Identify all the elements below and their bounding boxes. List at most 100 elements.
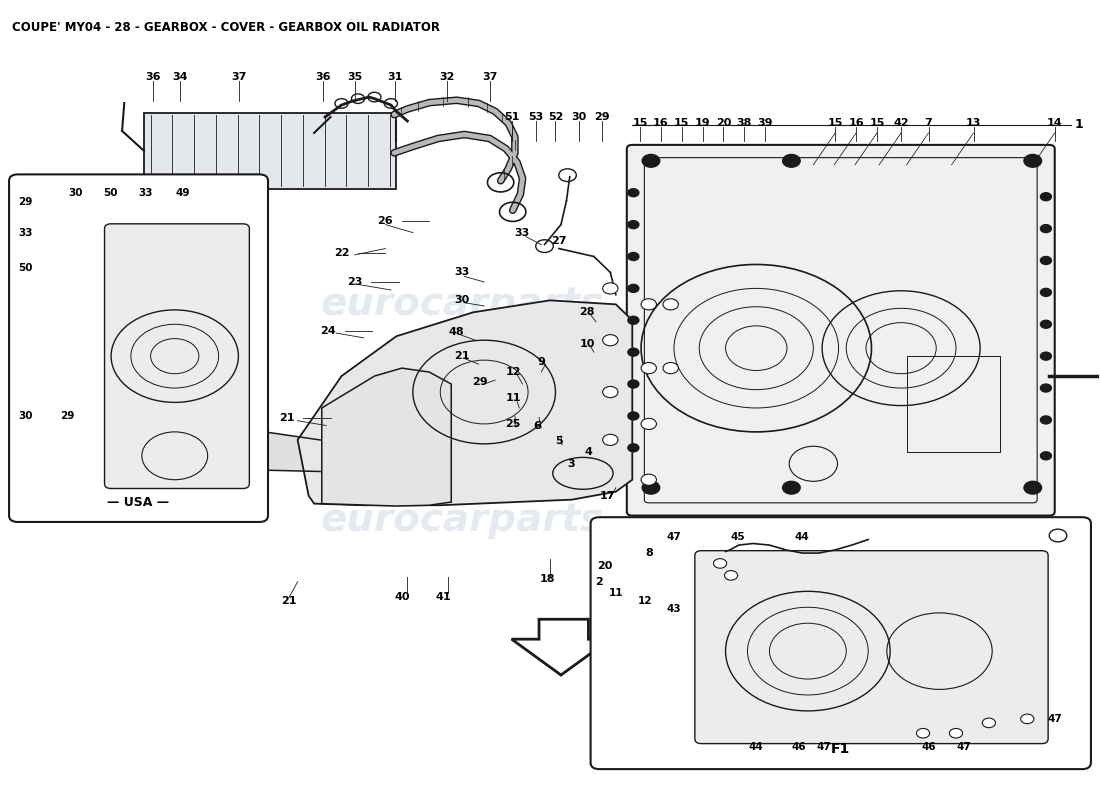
Circle shape [628,316,639,324]
Text: 4: 4 [584,447,592,457]
Text: 20: 20 [597,561,613,571]
Text: 30: 30 [68,188,84,198]
Bar [906,356,1000,452]
Text: 28: 28 [580,307,595,318]
Text: 18: 18 [540,574,556,584]
Text: 31: 31 [387,72,403,82]
Text: 34: 34 [173,72,188,82]
Circle shape [603,386,618,398]
Text: 29: 29 [60,411,75,421]
Circle shape [1024,154,1042,167]
Text: 32: 32 [439,72,454,82]
Text: 16: 16 [653,118,669,127]
Text: 10: 10 [580,339,595,349]
Text: F1: F1 [832,742,850,756]
Text: 42: 42 [893,118,909,127]
Text: 5: 5 [556,437,562,446]
Text: 16: 16 [848,118,864,127]
Text: 11: 11 [506,394,521,403]
FancyBboxPatch shape [627,145,1055,515]
Text: 1: 1 [1075,118,1084,131]
Text: 47: 47 [667,532,681,542]
Circle shape [1041,384,1052,392]
Text: 2: 2 [595,577,603,586]
FancyBboxPatch shape [104,224,250,489]
Circle shape [603,334,618,346]
Text: 23: 23 [346,277,362,287]
Circle shape [641,362,657,374]
Text: 30: 30 [19,411,33,421]
Circle shape [663,298,679,310]
Text: 44: 44 [795,532,810,542]
Text: 30: 30 [454,295,470,306]
Circle shape [628,189,639,197]
Text: 29: 29 [594,112,609,122]
Circle shape [982,718,996,728]
Text: 35: 35 [348,72,362,82]
Text: 37: 37 [482,72,497,82]
Text: 24: 24 [320,326,337,336]
Text: 51: 51 [504,112,519,122]
Text: 40: 40 [394,592,409,602]
Text: 9: 9 [537,357,546,366]
Circle shape [782,482,800,494]
Text: 48: 48 [449,327,464,338]
Circle shape [714,558,727,568]
Text: 49: 49 [175,188,189,198]
Circle shape [1041,352,1052,360]
Polygon shape [298,300,632,506]
Text: 11: 11 [608,588,623,598]
Circle shape [1041,416,1052,424]
Text: 50: 50 [102,188,118,198]
Text: 19: 19 [695,118,711,127]
Text: 47: 47 [817,742,832,752]
Polygon shape [512,619,610,675]
Text: 29: 29 [472,377,487,386]
Text: 44: 44 [749,742,763,752]
Text: 12: 12 [638,596,652,606]
Text: 41: 41 [436,592,451,602]
Text: COUPE' MY04 - 28 - GEARBOX - COVER - GEARBOX OIL RADIATOR: COUPE' MY04 - 28 - GEARBOX - COVER - GEA… [12,22,440,34]
Circle shape [641,418,657,430]
Text: 33: 33 [138,188,153,198]
Text: 27: 27 [551,235,566,246]
Circle shape [1041,225,1052,233]
Text: 33: 33 [454,267,470,278]
Text: 30: 30 [571,112,586,122]
Text: 36: 36 [315,72,331,82]
Text: 15: 15 [827,118,843,127]
Circle shape [642,154,660,167]
Circle shape [628,285,639,292]
Text: 47: 47 [1047,714,1063,724]
Circle shape [782,154,800,167]
Circle shape [641,298,657,310]
Text: 47: 47 [956,742,971,752]
FancyBboxPatch shape [9,174,268,522]
Text: 33: 33 [514,227,529,238]
Circle shape [603,434,618,446]
Text: 3: 3 [566,458,574,469]
Text: 13: 13 [966,118,981,127]
Text: 43: 43 [667,604,681,614]
Circle shape [949,729,962,738]
Text: 25: 25 [505,419,520,429]
Circle shape [1049,529,1067,542]
Circle shape [628,444,639,452]
Circle shape [916,729,930,738]
FancyBboxPatch shape [591,517,1091,769]
Text: 14: 14 [1047,118,1063,127]
Circle shape [1041,193,1052,201]
Text: 8: 8 [645,548,652,558]
Text: 37: 37 [232,72,248,82]
Text: 38: 38 [737,118,752,127]
Circle shape [725,570,738,580]
Text: 22: 22 [333,247,350,258]
Circle shape [628,221,639,229]
Circle shape [1041,257,1052,265]
Circle shape [628,412,639,420]
Text: 12: 12 [506,367,521,377]
Circle shape [1021,714,1034,724]
Text: 17: 17 [600,490,615,501]
Text: 15: 15 [869,118,884,127]
Circle shape [628,380,639,388]
